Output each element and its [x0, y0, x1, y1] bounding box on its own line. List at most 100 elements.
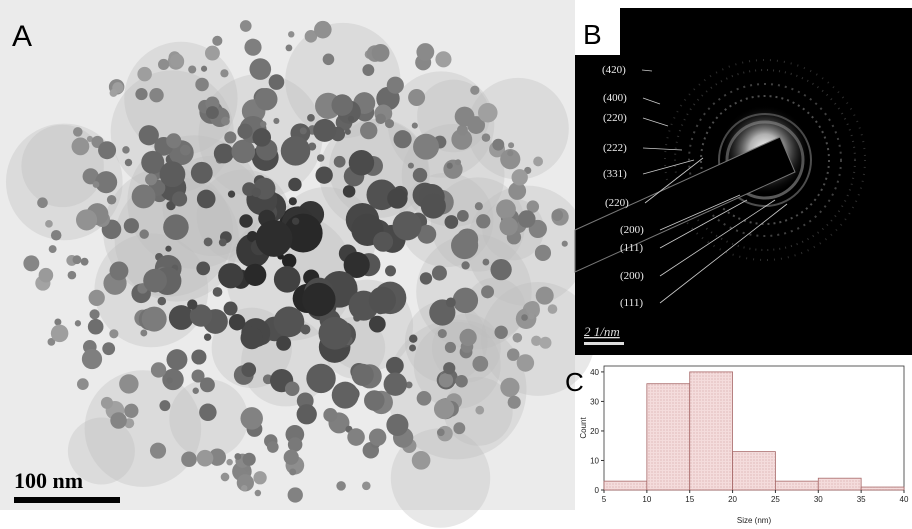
- particle: [368, 428, 387, 446]
- particle: [273, 117, 280, 124]
- x-tick-label: 35: [857, 495, 866, 504]
- particle: [288, 31, 295, 38]
- diffraction-panel: (420) (400) (220) (222) (331) (220) (200) (111)…: [574, 0, 912, 355]
- particle: [280, 136, 311, 166]
- particle: [199, 403, 217, 422]
- y-tick-label: 10: [590, 456, 599, 465]
- particle: [187, 299, 198, 310]
- particle: [292, 217, 300, 225]
- particle: [336, 481, 346, 491]
- particle: [492, 138, 505, 151]
- particle: [417, 224, 437, 244]
- particle: [445, 297, 456, 308]
- particle: [368, 315, 386, 333]
- x-tick-label: 40: [900, 495, 909, 504]
- particle: [470, 85, 480, 95]
- x-tick-label: 20: [728, 495, 737, 504]
- particle: [255, 220, 293, 257]
- particle: [171, 191, 188, 207]
- particle: [386, 356, 404, 375]
- particle: [163, 214, 189, 240]
- particle: [412, 167, 428, 183]
- particle: [288, 177, 302, 192]
- particle: [318, 316, 352, 350]
- particle: [433, 398, 455, 420]
- film: [386, 319, 527, 460]
- particle: [109, 329, 119, 339]
- particle: [420, 193, 446, 219]
- scale-bar-label: 2 1/nm: [584, 324, 620, 339]
- y-tick-label: 30: [590, 397, 599, 406]
- particle: [218, 238, 227, 247]
- panel-label: B: [583, 19, 602, 50]
- particle: [240, 407, 263, 430]
- particle: [347, 428, 365, 446]
- y-tick-label: 20: [590, 427, 599, 436]
- y-tick-label: 0: [595, 486, 600, 495]
- particle: [82, 168, 99, 185]
- particle: [287, 487, 303, 503]
- particle: [124, 403, 139, 419]
- ring-label: (220): [603, 112, 627, 124]
- particle: [506, 348, 520, 361]
- particle: [190, 161, 213, 184]
- particle: [212, 287, 223, 297]
- particle: [241, 484, 248, 492]
- particle: [205, 96, 220, 111]
- particle: [227, 190, 236, 198]
- particle: [416, 43, 435, 61]
- bar: [817, 477, 862, 491]
- film: [417, 79, 490, 153]
- particle: [452, 287, 479, 314]
- particle: [481, 133, 491, 142]
- particle: [285, 44, 293, 52]
- particle: [481, 285, 495, 299]
- particle: [323, 407, 338, 422]
- particle: [475, 405, 485, 415]
- particle: [408, 89, 426, 107]
- ring-pointer: [642, 147, 683, 151]
- particle: [67, 270, 77, 280]
- particle: [234, 453, 242, 460]
- particle: [166, 377, 173, 384]
- particle: [333, 155, 346, 168]
- particle: [124, 158, 133, 167]
- particle: [95, 171, 118, 194]
- particle: [444, 341, 456, 354]
- particle: [195, 77, 209, 92]
- particle: [512, 332, 523, 343]
- particle: [200, 65, 208, 72]
- ring-label: (220): [605, 197, 629, 209]
- particle: [140, 329, 148, 337]
- x-axis-label: Size (nm): [737, 516, 772, 525]
- particle: [191, 349, 207, 365]
- particle: [411, 451, 431, 470]
- particle: [80, 257, 89, 266]
- particle: [362, 64, 375, 76]
- particle: [268, 74, 285, 90]
- particle: [508, 142, 515, 149]
- particle: [451, 128, 473, 150]
- particle: [170, 53, 184, 68]
- particle: [188, 65, 197, 74]
- ring-pointer: [642, 159, 695, 175]
- particle: [260, 120, 267, 128]
- particle: [375, 113, 386, 125]
- particle: [204, 45, 220, 61]
- particle: [482, 258, 490, 266]
- particle: [289, 468, 297, 476]
- film: [413, 321, 501, 409]
- particle: [353, 313, 361, 322]
- particle: [145, 173, 158, 186]
- particle: [208, 448, 226, 466]
- particle: [525, 300, 540, 316]
- bar: [860, 486, 905, 491]
- particle: [561, 240, 568, 247]
- particle: [322, 53, 335, 66]
- particle: [92, 181, 100, 188]
- particle: [237, 123, 253, 139]
- particle: [240, 326, 263, 350]
- particle: [196, 261, 211, 276]
- ring-pointer: [659, 194, 741, 231]
